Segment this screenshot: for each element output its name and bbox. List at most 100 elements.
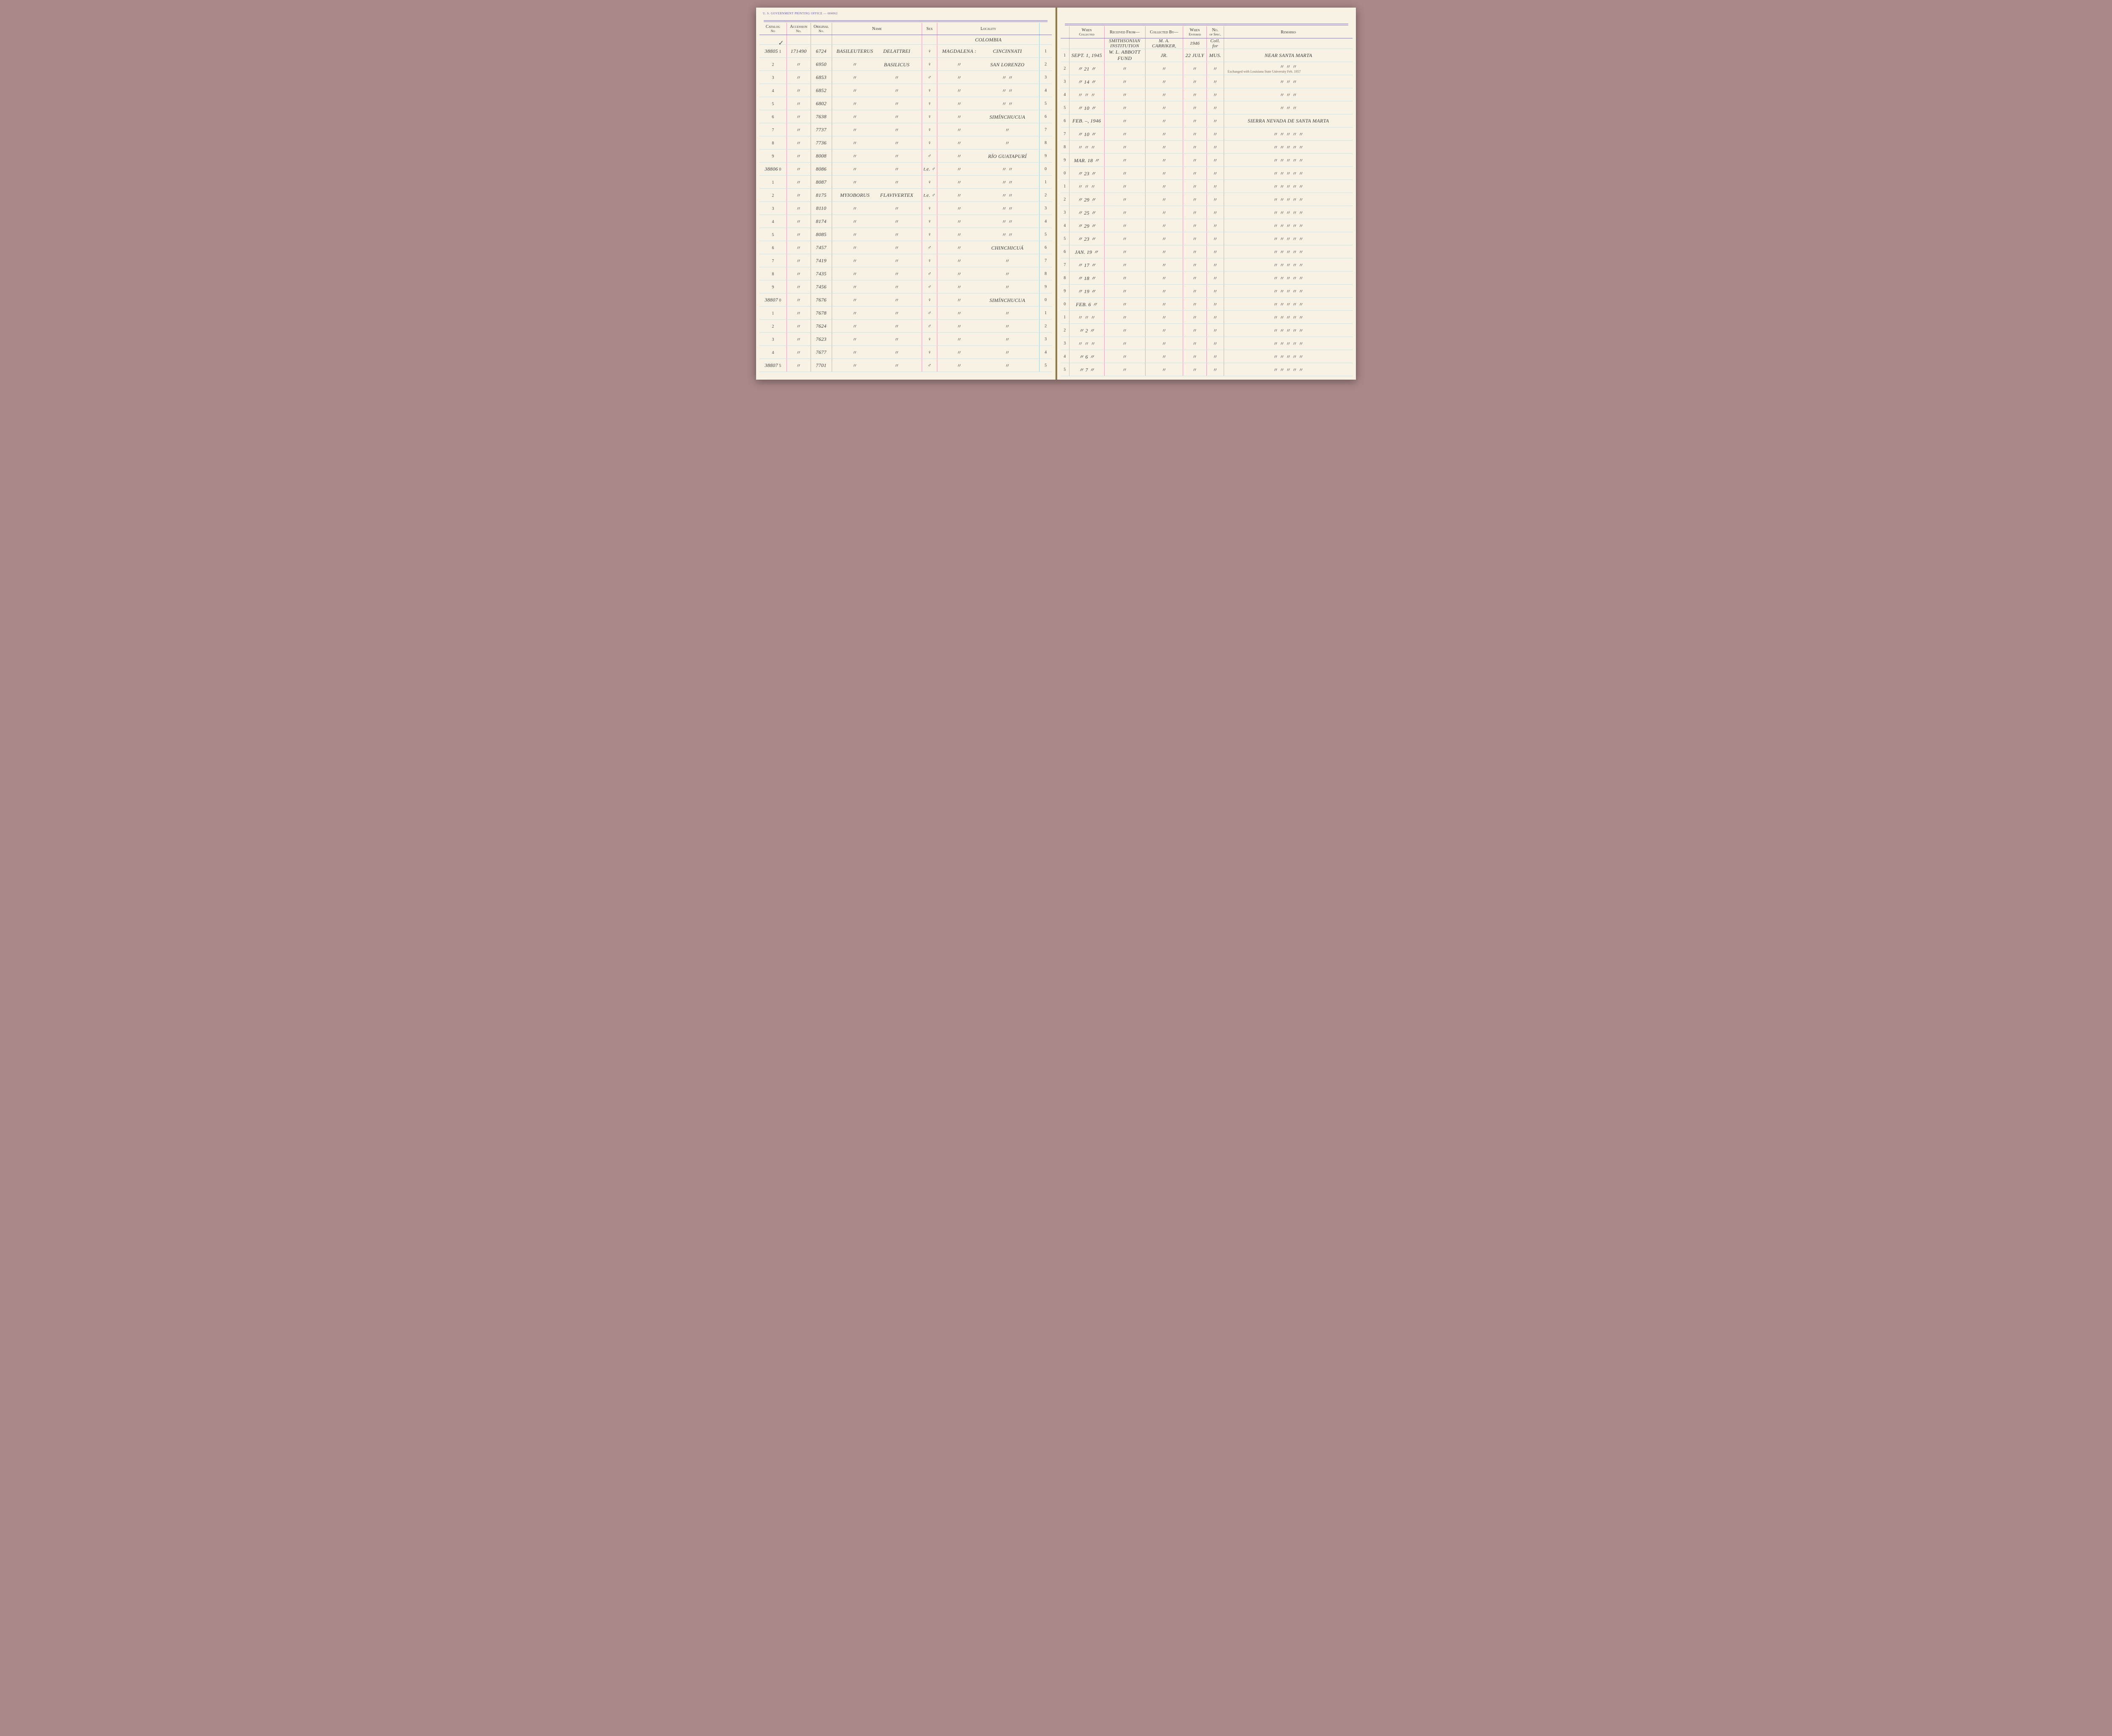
name-cell: 〃〃 bbox=[832, 149, 922, 163]
locality-cell: 〃SAN LORENZO bbox=[937, 58, 1040, 71]
printed-row-number: 6 bbox=[772, 115, 774, 120]
name-cell: MYIOBORUSFLAVIVERTEX bbox=[832, 189, 922, 202]
original-cell: 8174 bbox=[811, 215, 832, 228]
received-cell: 〃 bbox=[1104, 128, 1145, 141]
received-cell: W. L. ABBOTT FUND bbox=[1104, 49, 1145, 62]
row-number-right: 5 bbox=[1061, 232, 1070, 245]
received-cell: 〃 bbox=[1104, 219, 1145, 232]
row-number-right: 9 bbox=[1061, 285, 1070, 298]
accession-cell: 〃 bbox=[787, 280, 811, 293]
table-row: 2〃8175MYIOBORUSFLAVIVERTEXt.e. ♂〃〃 〃2 bbox=[759, 189, 1052, 202]
remarks-cell: 〃 〃 〃 〃 〃 bbox=[1224, 154, 1353, 167]
table-row: 5〃 7 〃〃〃〃〃〃 〃 〃 〃 〃 bbox=[1061, 363, 1353, 376]
no-spec-cell: 〃 bbox=[1206, 193, 1224, 206]
printed-row-number: 4 bbox=[772, 89, 774, 93]
name-cell: 〃BASILICUS bbox=[832, 58, 922, 71]
table-row: 0〃 23 〃〃〃〃〃〃 〃 〃 〃 〃 bbox=[1061, 167, 1353, 180]
remarks-cell: 〃 〃 〃 〃 〃 bbox=[1224, 350, 1353, 363]
table-row: 8〃7736〃〃♀〃〃8 bbox=[759, 136, 1052, 149]
ledger-table-left: CatalogNo AccessionNo. OriginalNo. Name … bbox=[759, 23, 1052, 372]
table-row: 2〃 21 〃〃〃〃〃〃 〃 〃Exchanged with Louisiana… bbox=[1061, 62, 1353, 75]
row-number-left: 1 bbox=[1040, 45, 1052, 58]
locality-cell: 〃〃 〃 bbox=[937, 189, 1040, 202]
original-cell: 7457 bbox=[811, 241, 832, 254]
received-header: SMITHSONIANINSTITUTION bbox=[1104, 38, 1145, 49]
printed-row-number: 8 bbox=[772, 272, 774, 277]
when-collected-cell: 〃 18 〃 bbox=[1069, 272, 1104, 285]
col-accession: AccessionNo. bbox=[787, 23, 811, 35]
locality-cell: 〃RÍO GUATAPURÍ bbox=[937, 149, 1040, 163]
left-page: U. S. GOVERNMENT PRINTING OFFICE — 68406… bbox=[756, 8, 1056, 380]
accession-cell: 〃 bbox=[787, 320, 811, 333]
catalog-series: 38807 bbox=[765, 297, 778, 303]
col-name: Name bbox=[832, 23, 922, 35]
name-cell: 〃〃 bbox=[832, 241, 922, 254]
collected-by-cell: 〃 bbox=[1145, 62, 1183, 75]
name-cell: 〃〃 bbox=[832, 307, 922, 320]
printed-row-number: 9 bbox=[772, 154, 774, 159]
row-number-left: 9 bbox=[1040, 149, 1052, 163]
collected-by-cell: JR. bbox=[1145, 49, 1183, 62]
locality-cell: 〃〃 〃 bbox=[937, 163, 1040, 176]
catalog-cell: 8 bbox=[759, 267, 787, 280]
name-cell: 〃〃 bbox=[832, 320, 922, 333]
remarks-annotation: Exchanged with Louisiana State Universit… bbox=[1225, 70, 1352, 74]
no-spec-cell: 〃 bbox=[1206, 167, 1224, 180]
row-number-right: 4 bbox=[1061, 219, 1070, 232]
table-row: 5〃 23 〃〃〃〃〃〃 〃 〃 〃 〃 bbox=[1061, 232, 1353, 245]
collected-by-cell: 〃 bbox=[1145, 101, 1183, 114]
accession-cell: 〃 bbox=[787, 254, 811, 267]
no-spec-cell: 〃 bbox=[1206, 88, 1224, 101]
sex-cell: ♂ bbox=[922, 320, 937, 333]
table-row: 2〃7624〃〃♂〃〃2 bbox=[759, 320, 1052, 333]
no-spec-cell: MUS. bbox=[1206, 49, 1224, 62]
name-cell: 〃〃 bbox=[832, 215, 922, 228]
row-number-right: 6 bbox=[1061, 245, 1070, 258]
accession-cell: 〃 bbox=[787, 241, 811, 254]
collected-by-cell: 〃 bbox=[1145, 363, 1183, 376]
row-number-left: 3 bbox=[1040, 71, 1052, 84]
collected-by-header: M. A. CARRIKER, bbox=[1145, 38, 1183, 49]
sex-cell: ♀ bbox=[922, 58, 937, 71]
no-spec-cell: 〃 bbox=[1206, 311, 1224, 324]
sex-cell: ♂ bbox=[922, 267, 937, 280]
when-collected-cell: 〃 23 〃 bbox=[1069, 167, 1104, 180]
printed-row-number: 5 bbox=[772, 102, 774, 106]
collected-by-cell: 〃 bbox=[1145, 180, 1183, 193]
table-row: 9〃8008〃〃♂〃RÍO GUATAPURÍ9 bbox=[759, 149, 1052, 163]
table-row: 1〃 〃 〃〃〃〃〃〃 〃 〃 〃 〃 bbox=[1061, 311, 1353, 324]
original-cell: 8175 bbox=[811, 189, 832, 202]
locality-cell: 〃〃 〃 bbox=[937, 71, 1040, 84]
remarks-cell: 〃 〃 〃 〃 〃 bbox=[1224, 285, 1353, 298]
sex-cell: ♂ bbox=[922, 241, 937, 254]
sex-cell: ♀ bbox=[922, 254, 937, 267]
collected-by-cell: 〃 bbox=[1145, 75, 1183, 88]
printed-row-number: 3 bbox=[772, 206, 774, 211]
name-cell: 〃〃 bbox=[832, 163, 922, 176]
no-spec-cell: 〃 bbox=[1206, 298, 1224, 311]
no-spec-cell: 〃 bbox=[1206, 258, 1224, 272]
table-row: 3〃 〃 〃〃〃〃〃〃 〃 〃 〃 〃 bbox=[1061, 337, 1353, 350]
table-row: 9〃 19 〃〃〃〃〃〃 〃 〃 〃 〃 bbox=[1061, 285, 1353, 298]
when-collected-cell: 〃 7 〃 bbox=[1069, 363, 1104, 376]
original-cell: 6852 bbox=[811, 84, 832, 97]
table-row: 8〃 〃 〃〃〃〃〃〃 〃 〃 〃 〃 bbox=[1061, 141, 1353, 154]
remarks-cell: 〃 〃 〃Exchanged with Louisiana State Univ… bbox=[1224, 62, 1353, 75]
row-number-left: 2 bbox=[1040, 58, 1052, 71]
row-number-left: 0 bbox=[1040, 293, 1052, 307]
when-entered-cell: 〃 bbox=[1183, 114, 1206, 128]
printed-row-number: 2 bbox=[772, 193, 774, 198]
when-entered-cell: 〃 bbox=[1183, 258, 1206, 272]
remarks-cell: 〃 〃 〃 〃 〃 bbox=[1224, 337, 1353, 350]
accession-cell: 〃 bbox=[787, 307, 811, 320]
row-number-left: 1 bbox=[1040, 176, 1052, 189]
sex-cell: ♀ bbox=[922, 293, 937, 307]
when-entered-cell: 〃 bbox=[1183, 141, 1206, 154]
remarks-cell: 〃 〃 〃 bbox=[1224, 75, 1353, 88]
sex-cell: ♀ bbox=[922, 84, 937, 97]
name-cell: 〃〃 bbox=[832, 293, 922, 307]
collected-by-cell: 〃 bbox=[1145, 219, 1183, 232]
row-number-right: 4 bbox=[1061, 350, 1070, 363]
catalog-series: 38805 bbox=[765, 48, 778, 54]
name-cell: 〃〃 bbox=[832, 123, 922, 136]
